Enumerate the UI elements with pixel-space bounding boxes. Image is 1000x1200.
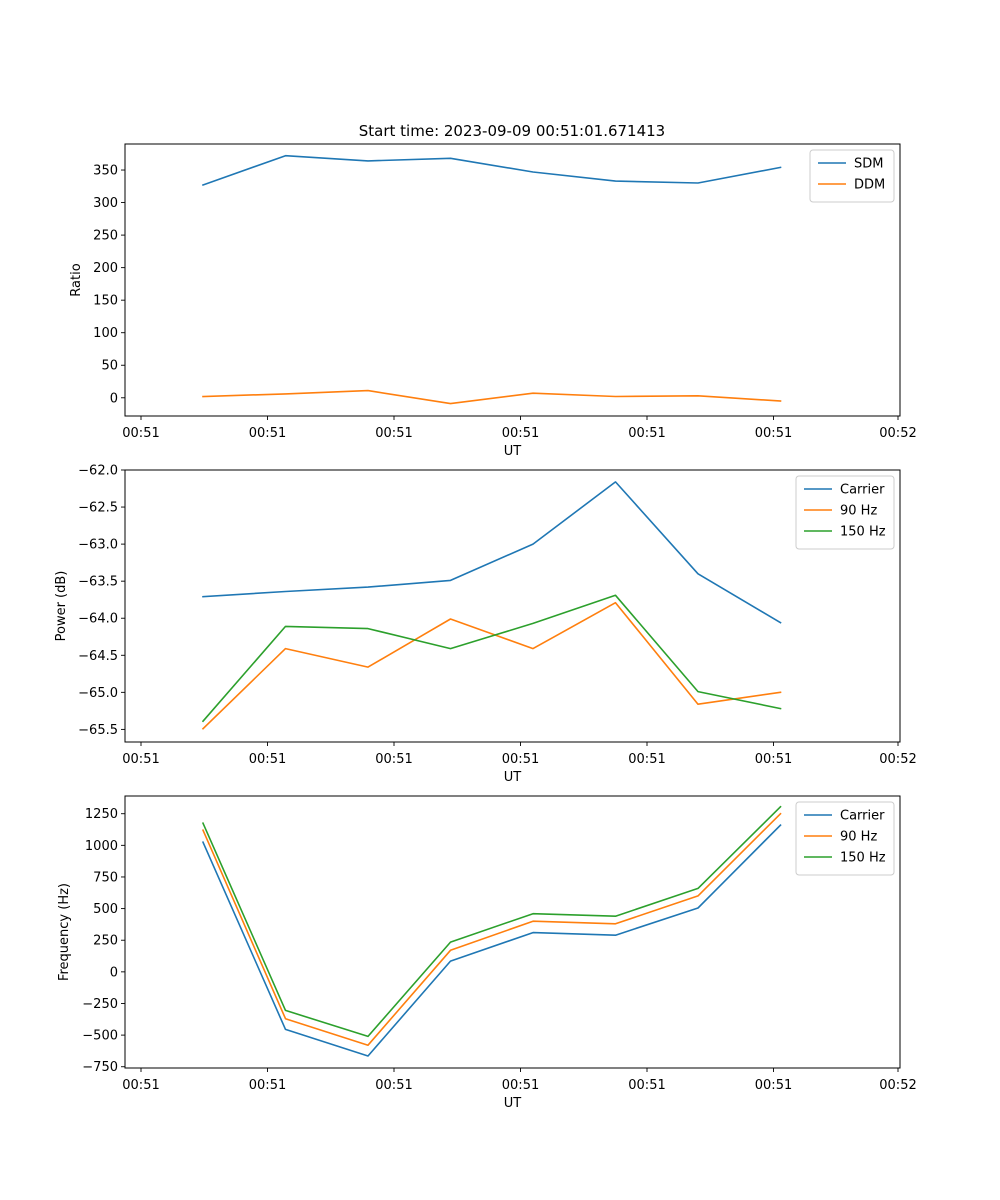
ratio-y-tick-label: 50 [101,359,118,374]
ratio-y-axis-label: Ratio [69,263,84,296]
ratio-y-tick-label: 100 [93,326,118,341]
frequency-subplot: 00:51 00:51 00:51 00:51 00:51 00:51 00:52 −750 −… [57,795,917,1111]
frequency-series-line-carrier [201,823,782,1057]
frequency-x-tick-label: 00:51 [122,1078,159,1093]
power-series-line-carrier [202,481,782,624]
frequency-y-tick-label: −500 [82,1029,118,1044]
power-y-tick-label: −64.0 [78,612,118,627]
frequency-series-line-90-hz [201,812,782,1046]
ratio-y-tick-label: 0 [110,391,118,406]
ratio-y-tick-label: 250 [93,229,118,244]
frequency-x-tick-label: 00:51 [375,1078,412,1093]
ratio-series-line-ddm [202,389,782,405]
frequency-x-tick-label: 00:51 [755,1078,792,1093]
power-x-tick-label: 00:51 [755,752,792,767]
power-series-line-90-hz [201,601,782,730]
frequency-y-tick-label: 500 [93,902,118,917]
frequency-legend-label-90-hz: 90 Hz [840,830,877,845]
figure-title: Start time: 2023-09-09 00:51:01.671413 [359,122,665,140]
power-y-tick-label: −64.5 [78,649,118,664]
frequency-y-tick-label: 750 [93,870,118,885]
ratio-y-tick-label: 200 [93,261,118,276]
frequency-series-line-150-hz [201,805,782,1038]
power-x-tick-label: 00:51 [502,752,539,767]
frequency-x-axis-label: UT [504,1096,522,1111]
ratio-legend-label-sdm: SDM [854,157,883,172]
frequency-y-tick-label: 250 [93,934,118,949]
frequency-y-tick-label: −250 [82,997,118,1012]
power-x-tick-label: 00:52 [879,752,916,767]
frequency-y-tick-label: 0 [110,965,118,980]
frequency-y-tick-label: −750 [82,1060,118,1075]
power-x-tick-label: 00:51 [122,752,159,767]
frequency-y-tick-label: 1250 [85,807,118,822]
ratio-x-tick-label: 00:51 [755,426,792,441]
power-y-tick-label: −65.5 [78,723,118,738]
ratio-x-axis-label: UT [504,444,522,459]
ratio-axes-frame [124,143,901,417]
power-y-tick-label: −63.0 [78,538,118,553]
ratio-series-line-sdm [201,154,782,187]
ratio-x-tick-label: 00:51 [628,426,665,441]
power-x-tick-label: 00:51 [249,752,286,767]
ratio-x-tick-label: 00:51 [502,426,539,441]
ratio-y-tick-label: 300 [93,196,118,211]
frequency-legend-label-150-hz: 150 Hz [840,851,886,866]
ratio-subplot: 00:51 00:51 00:51 00:51 00:51 00:51 00:52 0 50 10… [69,143,917,459]
power-legend-label-carrier: Carrier [840,483,885,498]
ratio-x-tick-label: 00:52 [879,426,916,441]
power-x-axis-label: UT [504,770,522,785]
frequency-x-tick-label: 00:52 [879,1078,916,1093]
power-subplot: 00:51 00:51 00:51 00:51 00:51 00:51 00:52 −65.5… [54,464,917,786]
frequency-x-tick-label: 00:51 [628,1078,665,1093]
ratio-y-tick-label: 150 [93,294,118,309]
frequency-legend-label-carrier: Carrier [840,809,885,824]
ratio-y-tick-label: 350 [93,164,118,179]
frequency-x-tick-label: 00:51 [502,1078,539,1093]
power-legend-label-150-hz: 150 Hz [840,525,886,540]
power-y-tick-label: −63.5 [78,575,118,590]
power-x-tick-label: 00:51 [375,752,412,767]
ratio-x-tick-label: 00:51 [375,426,412,441]
ratio-legend-label-ddm: DDM [854,178,885,193]
frequency-axes-frame [124,795,901,1069]
power-y-axis-label: Power (dB) [54,571,69,642]
power-series-line-150-hz [201,594,782,723]
frequency-y-tick-label: 1000 [85,839,118,854]
frequency-x-tick-label: 00:51 [249,1078,286,1093]
power-legend-label-90-hz: 90 Hz [840,504,877,519]
ratio-x-tick-label: 00:51 [122,426,159,441]
power-axes-frame [124,469,901,743]
power-y-tick-label: −62.5 [78,501,118,516]
power-y-tick-label: −62.0 [78,464,118,479]
power-y-tick-label: −65.0 [78,686,118,701]
ratio-x-tick-label: 00:51 [249,426,286,441]
power-x-tick-label: 00:51 [628,752,665,767]
frequency-y-axis-label: Frequency (Hz) [57,883,72,981]
